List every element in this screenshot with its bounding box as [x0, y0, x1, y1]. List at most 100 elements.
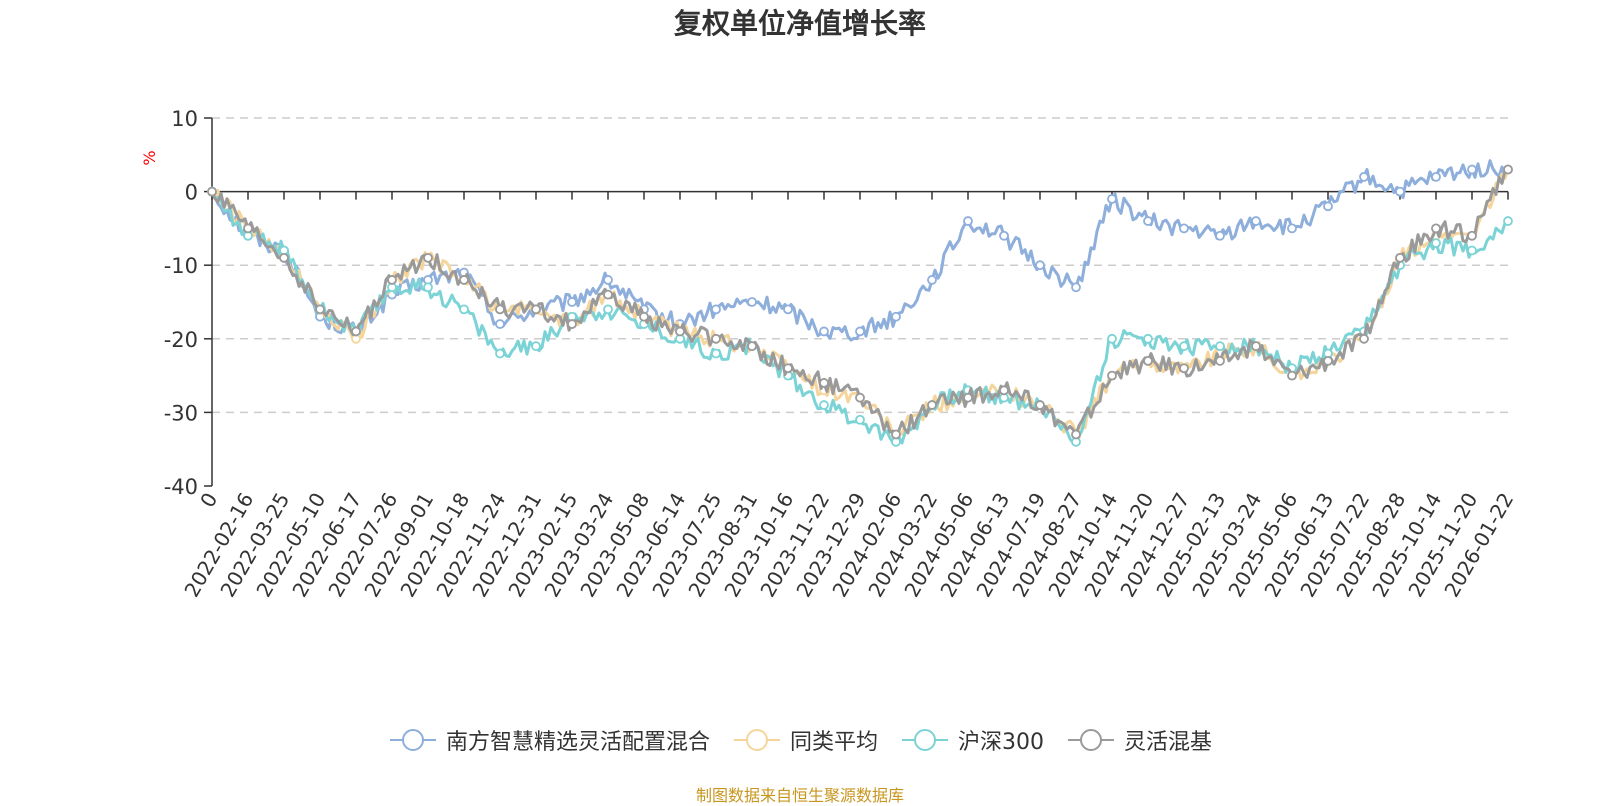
legend-label: 沪深300	[958, 730, 1044, 755]
data-point	[711, 333, 721, 344]
data-point	[387, 275, 397, 285]
data-point	[1467, 164, 1477, 175]
data-point	[927, 275, 937, 285]
y-tick-label: 0	[185, 181, 198, 205]
data-point	[1287, 223, 1297, 234]
y-tick-label: 10	[171, 107, 198, 131]
data-point	[1467, 230, 1477, 241]
data-point	[1107, 194, 1117, 204]
legend-marker-icon	[389, 729, 436, 751]
y-axis-label: %	[140, 150, 159, 165]
data-point	[1035, 260, 1045, 271]
data-point	[243, 223, 253, 234]
data-point	[639, 311, 649, 322]
data-point	[531, 304, 541, 315]
data-point	[999, 230, 1009, 241]
data-point	[1107, 370, 1117, 381]
data-point	[1179, 341, 1189, 352]
data-point	[1143, 216, 1153, 226]
data-point	[423, 252, 433, 263]
data-point	[603, 289, 613, 300]
data-point	[1431, 171, 1441, 182]
y-tick-label: -30	[164, 401, 198, 425]
y-tick-label: -10	[164, 254, 198, 278]
data-point	[495, 304, 505, 315]
source-note: 制图数据来自恒生聚源数据库	[695, 786, 904, 805]
data-point	[891, 311, 901, 322]
data-point	[459, 304, 469, 315]
legend-label: 灵活混基	[1124, 730, 1213, 755]
data-point	[351, 326, 361, 337]
data-point	[1359, 171, 1369, 182]
data-point	[1503, 164, 1513, 175]
legend-item-1[interactable]: 同类平均	[732, 724, 878, 756]
data-point	[1287, 370, 1297, 381]
data-point	[1107, 333, 1117, 344]
data-point	[963, 216, 973, 226]
legend-item-0[interactable]: 南方智慧精选灵活配置混合	[388, 724, 710, 756]
data-point	[1467, 245, 1477, 256]
data-point	[279, 252, 289, 263]
series-line-0	[210, 159, 1510, 342]
y-tick-label: -20	[164, 328, 198, 352]
data-point	[1431, 238, 1441, 249]
data-point	[1179, 363, 1189, 374]
data-point	[567, 319, 577, 329]
data-point	[1179, 223, 1189, 234]
data-point	[747, 297, 757, 307]
data-point	[495, 319, 505, 329]
data-point	[711, 348, 721, 359]
legend-marker-icon	[902, 729, 948, 751]
y-tick-label: -40	[164, 475, 198, 499]
data-point	[819, 326, 829, 337]
data-point	[495, 348, 505, 359]
data-point	[1431, 223, 1441, 234]
data-point	[1143, 355, 1153, 366]
x-tick-label: 0	[195, 489, 222, 512]
legend-label: 同类平均	[789, 730, 878, 755]
data-point	[963, 392, 973, 403]
data-point	[603, 275, 613, 285]
data-point	[1215, 230, 1225, 241]
legend-item-3[interactable]: 灵活混基	[1066, 724, 1212, 756]
data-point	[1071, 282, 1081, 293]
data-point	[711, 304, 721, 315]
data-point	[819, 400, 829, 410]
data-point	[891, 429, 901, 440]
data-point	[1143, 333, 1153, 344]
data-point	[1251, 216, 1261, 226]
data-point	[459, 275, 469, 285]
data-point	[1215, 355, 1225, 366]
data-point	[819, 378, 829, 388]
series-line-2	[210, 191, 1509, 445]
data-point	[783, 363, 793, 374]
data-point	[927, 400, 937, 410]
data-point	[603, 304, 613, 315]
data-point	[423, 282, 433, 293]
data-point	[1395, 186, 1405, 197]
data-point	[315, 304, 325, 315]
data-point	[1035, 400, 1045, 410]
data-point	[207, 186, 217, 197]
legend-marker-icon	[1068, 729, 1114, 751]
data-point	[747, 341, 757, 352]
data-point	[1071, 429, 1081, 440]
data-point	[1395, 252, 1405, 263]
data-point	[1215, 341, 1225, 352]
data-point	[675, 326, 685, 337]
legend-label: 南方智慧精选灵活配置混合	[445, 730, 710, 755]
data-point	[531, 341, 541, 352]
legend-marker-icon	[733, 729, 780, 751]
data-point	[783, 304, 793, 315]
data-point	[855, 414, 865, 425]
data-point	[855, 392, 865, 403]
chart-title: 复权单位净值增长率	[673, 7, 926, 40]
data-point	[1323, 355, 1333, 366]
data-point	[1359, 333, 1369, 344]
data-point	[999, 385, 1009, 396]
data-point	[1251, 341, 1261, 352]
legend-item-2[interactable]: 沪深300	[900, 724, 1044, 756]
data-point	[855, 326, 865, 337]
data-point	[1503, 216, 1513, 226]
